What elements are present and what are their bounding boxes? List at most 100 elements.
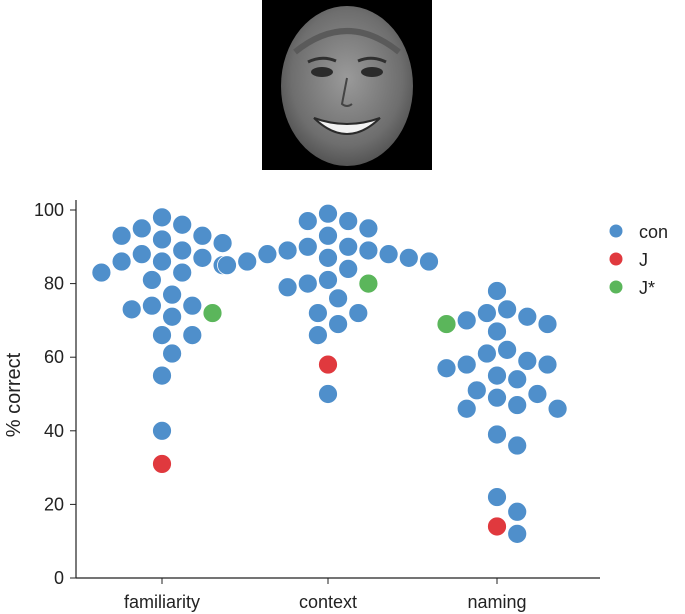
y-tick-label: 100	[34, 200, 64, 220]
data-point-con	[547, 398, 568, 419]
data-point-con	[121, 299, 142, 320]
data-point-con	[182, 295, 203, 316]
data-point-con	[456, 354, 477, 375]
y-ticks: 0 20 40 60 80 100	[34, 200, 76, 588]
data-point-jstar	[202, 303, 223, 323]
data-point-jstar	[358, 273, 379, 294]
data-point-con	[436, 358, 457, 379]
x-tick-label-familiarity: familiarity	[124, 592, 200, 612]
data-point-con	[131, 244, 152, 265]
y-tick-label: 0	[54, 568, 64, 588]
data-point-con	[237, 251, 258, 272]
data-point-con	[517, 306, 538, 327]
data-point-con	[456, 398, 477, 419]
y-tick-label: 20	[44, 494, 64, 514]
data-point-con	[537, 354, 558, 375]
data-point-con	[507, 395, 528, 415]
data-point-con	[358, 240, 379, 261]
y-axis-label: % correct	[3, 352, 25, 437]
data-point-con	[318, 384, 338, 404]
legend-label-j: J	[639, 250, 648, 270]
data-point-con	[318, 203, 338, 224]
data-point-con	[338, 211, 359, 231]
data-points	[91, 203, 568, 544]
data-point-con	[507, 435, 528, 456]
x-tick-label-naming: naming	[467, 592, 526, 612]
data-point-con	[318, 225, 338, 246]
data-point-con	[507, 501, 528, 522]
data-point-con	[297, 211, 318, 231]
legend-marker-jstar	[609, 280, 623, 294]
data-point-con	[257, 244, 278, 265]
data-point-con	[476, 303, 497, 323]
axes	[75, 200, 600, 579]
data-point-con	[487, 281, 507, 301]
data-point-con	[527, 384, 548, 404]
data-point-con	[111, 251, 132, 272]
legend-marker-j	[609, 252, 623, 266]
data-point-con	[419, 251, 439, 272]
data-point-con	[152, 251, 172, 272]
data-point-j	[152, 454, 172, 474]
data-point-con	[517, 350, 538, 371]
data-point-con	[348, 303, 369, 323]
data-point-j	[487, 516, 507, 537]
data-point-con	[172, 214, 193, 235]
data-point-con	[277, 240, 298, 261]
data-point-con	[456, 310, 477, 331]
y-tick-label: 40	[44, 421, 64, 441]
data-point-con	[162, 343, 183, 364]
data-point-con	[172, 262, 193, 283]
data-point-con	[182, 325, 203, 346]
data-point-con	[217, 255, 237, 276]
data-point-con	[487, 424, 507, 445]
data-point-con	[338, 236, 359, 257]
data-point-con	[328, 314, 349, 334]
data-point-con	[297, 236, 318, 257]
data-point-con	[192, 225, 213, 246]
data-point-con	[358, 218, 379, 239]
data-point-con	[487, 365, 507, 386]
legend-label-con: con	[639, 222, 668, 242]
data-point-con	[487, 387, 507, 408]
y-tick-label: 60	[44, 347, 64, 367]
data-point-con	[487, 487, 507, 507]
data-point-con	[307, 325, 328, 346]
data-point-con	[162, 306, 183, 327]
data-point-con	[152, 325, 172, 346]
data-point-con	[338, 258, 359, 279]
data-point-j	[318, 354, 338, 375]
face-photo-icon	[262, 0, 432, 170]
data-point-con	[507, 369, 528, 390]
data-point-con	[131, 218, 152, 239]
legend-label-jstar: J*	[639, 278, 655, 298]
data-point-con	[378, 244, 399, 265]
data-point-con	[507, 523, 528, 544]
data-point-con	[297, 273, 318, 294]
data-point-con	[497, 299, 518, 320]
data-point-con	[152, 229, 172, 250]
data-point-con	[487, 321, 507, 342]
data-point-con	[152, 420, 172, 441]
data-point-con	[172, 240, 193, 261]
face-photo	[262, 0, 432, 170]
data-point-con	[398, 247, 419, 268]
data-point-con	[152, 207, 172, 228]
x-ticks: familiarity context naming	[124, 578, 527, 612]
x-tick-label-context: context	[299, 592, 357, 612]
data-point-con	[476, 343, 497, 364]
data-point-con	[141, 295, 162, 316]
data-point-con	[192, 247, 213, 268]
legend: con J J*	[609, 222, 668, 298]
data-point-con	[141, 270, 162, 290]
data-point-con	[537, 314, 558, 334]
data-point-con	[318, 270, 338, 290]
data-point-con	[466, 380, 487, 401]
data-point-con	[307, 303, 328, 323]
data-point-con	[162, 284, 183, 305]
data-point-con	[318, 247, 338, 268]
data-point-con	[91, 262, 112, 283]
data-point-con	[212, 233, 233, 254]
y-tick-label: 80	[44, 274, 64, 294]
